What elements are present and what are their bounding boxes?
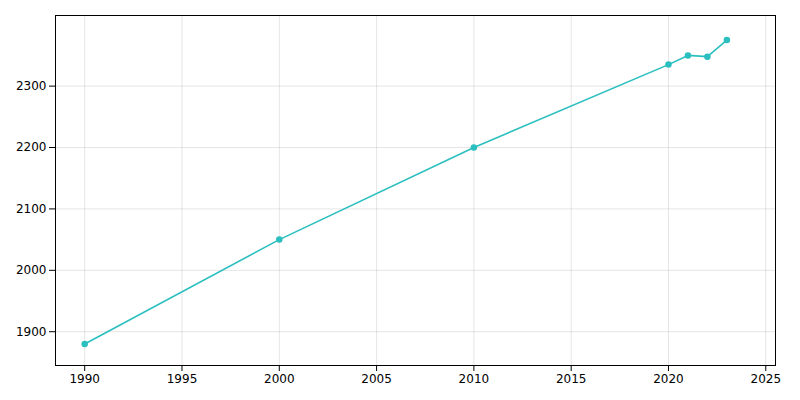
svg-text:2300: 2300 [16,79,47,93]
svg-text:2000: 2000 [16,263,47,277]
svg-text:1900: 1900 [16,325,47,339]
svg-text:1990: 1990 [69,372,100,386]
svg-text:2020: 2020 [653,372,684,386]
svg-text:2010: 2010 [459,372,490,386]
svg-text:2005: 2005 [361,372,392,386]
svg-text:2100: 2100 [16,202,47,216]
svg-text:2015: 2015 [556,372,587,386]
svg-text:2200: 2200 [16,140,47,154]
svg-text:1995: 1995 [167,372,198,386]
svg-text:2025: 2025 [750,372,781,386]
svg-text:2000: 2000 [264,372,295,386]
